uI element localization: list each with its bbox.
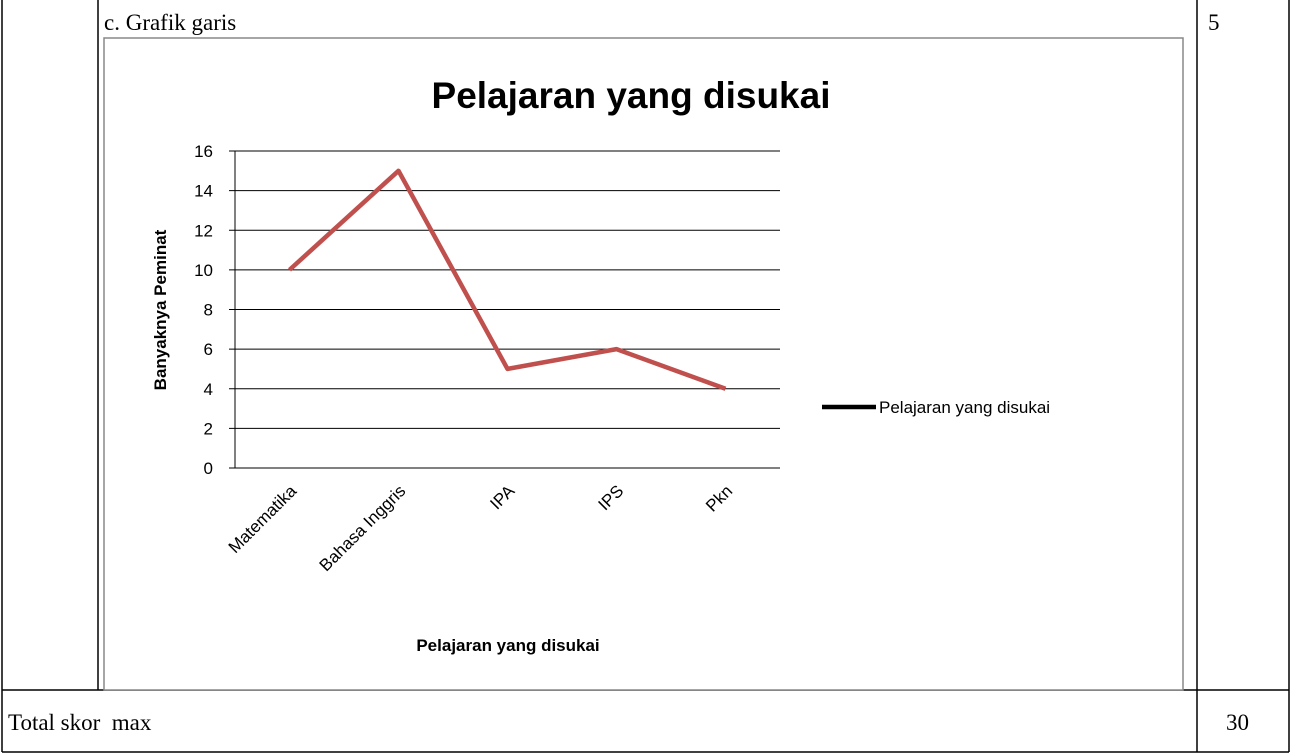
y-tick-label: 4 bbox=[204, 380, 213, 399]
y-tick-label: 0 bbox=[204, 459, 213, 478]
y-tick-label: 12 bbox=[194, 221, 213, 240]
row-label: c. Grafik garis bbox=[104, 10, 236, 35]
y-tick-label: 6 bbox=[204, 340, 213, 359]
x-axis-title: Pelajaran yang disukai bbox=[416, 636, 599, 655]
y-tick-label: 16 bbox=[194, 142, 213, 161]
y-tick-label: 2 bbox=[204, 419, 213, 438]
y-tick-label: 8 bbox=[204, 301, 213, 320]
chart-frame bbox=[103, 37, 1184, 691]
y-tick-label: 14 bbox=[194, 182, 213, 201]
footer-score: 30 bbox=[1226, 710, 1249, 735]
line-series bbox=[287, 168, 727, 391]
row-score: 5 bbox=[1208, 10, 1220, 35]
legend-label: Pelajaran yang disukai bbox=[879, 398, 1050, 417]
footer-label: Total skor max bbox=[8, 710, 152, 735]
y-tick-label: 10 bbox=[194, 261, 213, 280]
chart-title: Pelajaran yang disukai bbox=[432, 75, 831, 116]
y-axis-title: Banyaknya Peminat bbox=[151, 229, 170, 390]
